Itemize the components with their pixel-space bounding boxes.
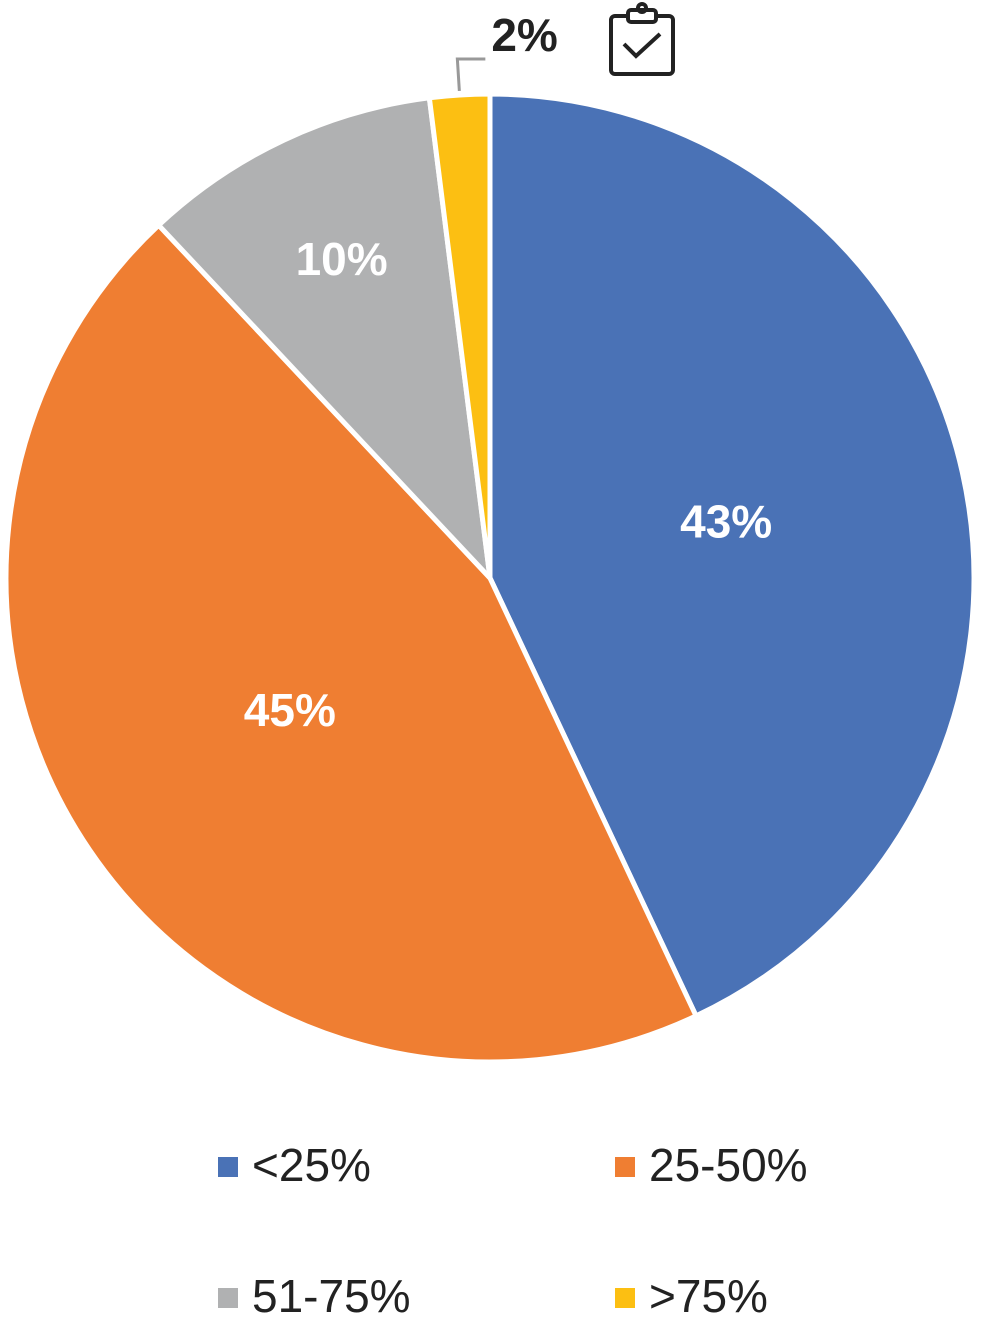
legend-label: 25-50% — [649, 1139, 808, 1191]
pie-slice — [155, 95, 494, 586]
clipboard-icon — [609, 2, 675, 76]
leader-line — [455, 57, 486, 92]
legend-swatch — [218, 1288, 238, 1308]
data-label: 10% — [296, 233, 388, 285]
legend-swatch — [218, 1157, 238, 1177]
pie-slice — [3, 221, 700, 1065]
legend-label: >75% — [649, 1270, 768, 1322]
data-label: 45% — [244, 684, 336, 736]
legend-label: <25% — [252, 1139, 371, 1191]
data-label: 43% — [680, 495, 772, 547]
legend-swatch — [615, 1288, 635, 1308]
legend-swatch — [615, 1157, 635, 1177]
data-label: 2% — [491, 9, 557, 61]
pie-slice — [426, 91, 493, 579]
legend-label: 51-75% — [252, 1270, 411, 1322]
pie-slice — [487, 91, 977, 1020]
